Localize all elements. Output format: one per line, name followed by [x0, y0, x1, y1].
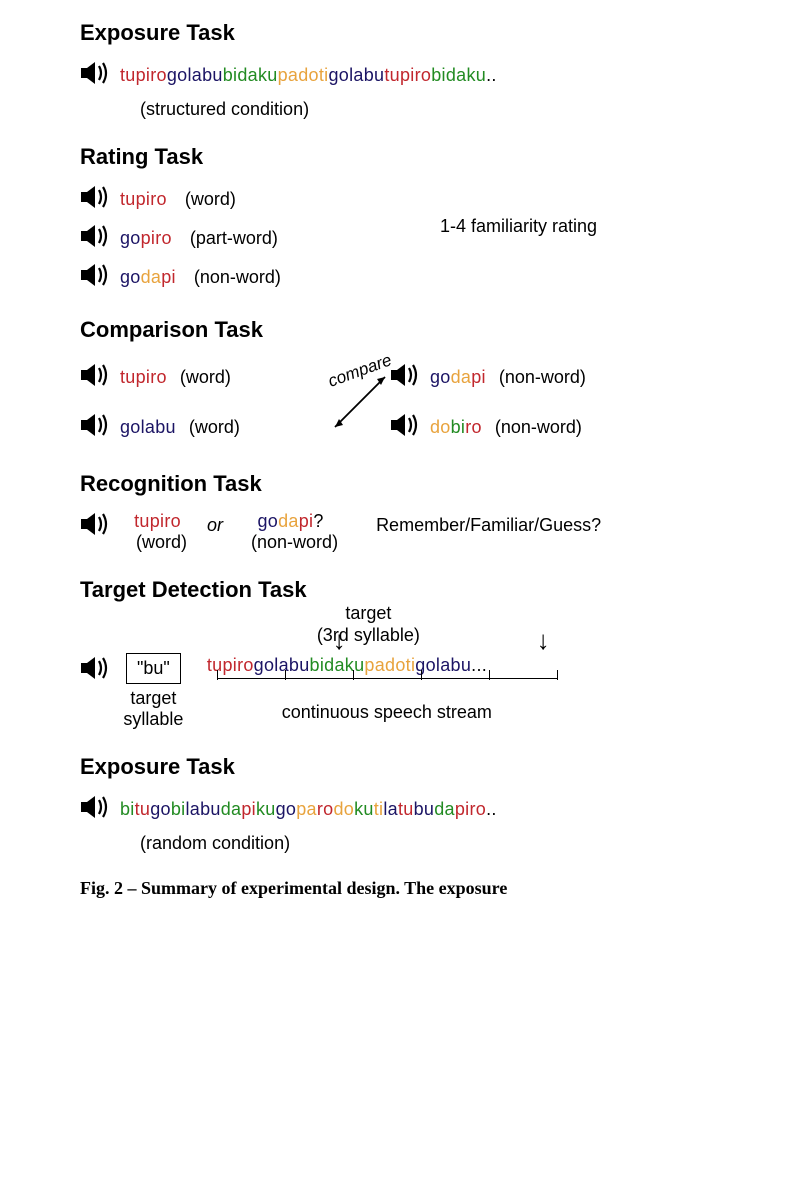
- comp-word: godapi: [430, 367, 486, 388]
- recog-left-note: (word): [136, 532, 187, 553]
- exposure-stream-row: bitugobilabudapikugoparodokutilatubudapi…: [80, 794, 742, 825]
- stream-label: continuous speech stream: [282, 702, 492, 723]
- comp-note: (non-word): [494, 367, 586, 388]
- rating-word: godapi: [120, 267, 176, 288]
- comp-word: golabu: [120, 417, 176, 438]
- speaker-icon: [80, 262, 120, 293]
- compare-arrow: compare: [330, 357, 390, 447]
- comp-left-0: tupiro (word): [80, 362, 330, 393]
- exposure-stream-row: tupirogolabubidakupadotigolabutupirobida…: [80, 60, 742, 91]
- comp-note: (word): [175, 367, 231, 388]
- exposure-task-1: Exposure Task tupirogolabubidakupadotigo…: [80, 20, 742, 120]
- speaker-icon: [80, 412, 120, 443]
- tick: [489, 670, 491, 680]
- target-box-sub2: syllable: [123, 709, 183, 730]
- tick: [353, 670, 355, 680]
- recognition-task: Recognition Task tupiro (word) or godapi…: [80, 471, 742, 553]
- recog-left-word: tupiro: [134, 511, 181, 532]
- target-box-sub1: target: [130, 688, 176, 709]
- target-box: "bu": [126, 653, 181, 684]
- rating-word: tupiro: [120, 189, 167, 210]
- rating-item: gopiro (part-word): [80, 223, 742, 254]
- condition-label: (structured condition): [140, 99, 742, 120]
- speaker-icon: [390, 362, 430, 393]
- exposure-task-2: Exposure Task bitugobilabudapikugoparodo…: [80, 754, 742, 854]
- comp-note: (non-word): [490, 417, 582, 438]
- speaker-icon: [390, 412, 430, 443]
- tick-bar: [217, 678, 557, 698]
- target-top-line1: target: [345, 603, 391, 623]
- section-title: Exposure Task: [80, 754, 742, 780]
- recog-or: or: [207, 515, 223, 536]
- recog-right: godapi? (non-word): [243, 511, 338, 553]
- tick: [421, 670, 423, 680]
- target-syllable-box: "bu" target syllable: [120, 653, 187, 730]
- rating-word: gopiro: [120, 228, 172, 249]
- speaker-icon: [80, 362, 120, 393]
- comp-left-1: golabu (word): [80, 412, 330, 443]
- section-title: Rating Task: [80, 144, 742, 170]
- comparison-task: Comparison Task tupiro (word) compare go…: [80, 317, 742, 447]
- tick: [557, 670, 559, 680]
- speaker-icon: [80, 794, 120, 825]
- section-title: Comparison Task: [80, 317, 742, 343]
- recog-right-note: (non-word): [251, 532, 338, 553]
- comp-right-0: godapi (non-word): [390, 362, 640, 393]
- tick-baseline: [217, 678, 557, 679]
- syllable-stream: tupirogolabubidakupadotigolabutupirobida…: [120, 65, 497, 86]
- target-stream: tupirogolabubidakupadotigolabu...: [207, 655, 487, 676]
- rating-note: (word): [175, 189, 236, 210]
- recog-prompt: Remember/Familiar/Guess?: [376, 515, 601, 536]
- recog-right-word: godapi?: [257, 511, 323, 532]
- speaker-icon: [80, 511, 120, 542]
- tick: [217, 670, 219, 680]
- speaker-icon: [80, 655, 120, 686]
- rating-task: Rating Task tupiro (word) gopiro (part-w…: [80, 144, 742, 293]
- target-stream-wrap: target (3rd syllable) ↓ ↓ tupirogolabubi…: [207, 653, 567, 723]
- condition-label: (random condition): [140, 833, 742, 854]
- comp-word: dobiro: [430, 417, 482, 438]
- comp-word: tupiro: [120, 367, 167, 388]
- speaker-icon: [80, 60, 120, 91]
- speaker-icon: [80, 184, 120, 215]
- comparison-grid: tupiro (word) compare godapi (non-word) …: [80, 357, 742, 447]
- syllable-stream: bitugobilabudapikugoparodokutilatubudapi…: [120, 799, 497, 820]
- recognition-row: tupiro (word) or godapi? (non-word) Reme…: [80, 511, 742, 553]
- comp-right-1: dobiro (non-word): [390, 412, 640, 443]
- section-title: Exposure Task: [80, 20, 742, 46]
- familiarity-label: 1-4 familiarity rating: [440, 216, 597, 237]
- figure-caption: Fig. 2 – Summary of experimental design.…: [80, 878, 742, 899]
- rating-note: (part-word): [180, 228, 278, 249]
- recog-left: tupiro (word): [128, 511, 187, 553]
- rating-items: tupiro (word) gopiro (part-word) godapi …: [80, 184, 742, 293]
- tick: [285, 670, 287, 680]
- rating-item: godapi (non-word): [80, 262, 742, 293]
- section-title: Target Detection Task: [80, 577, 742, 603]
- target-detection-task: Target Detection Task "bu" target syllab…: [80, 577, 742, 730]
- comp-note: (word): [184, 417, 240, 438]
- section-title: Recognition Task: [80, 471, 742, 497]
- rating-note: (non-word): [184, 267, 281, 288]
- arrow-down-1: ↓: [333, 627, 346, 653]
- arrow-down-2: ↓: [537, 627, 550, 653]
- speaker-icon: [80, 223, 120, 254]
- target-row: "bu" target syllable target (3rd syllabl…: [80, 653, 742, 730]
- rating-item: tupiro (word): [80, 184, 742, 215]
